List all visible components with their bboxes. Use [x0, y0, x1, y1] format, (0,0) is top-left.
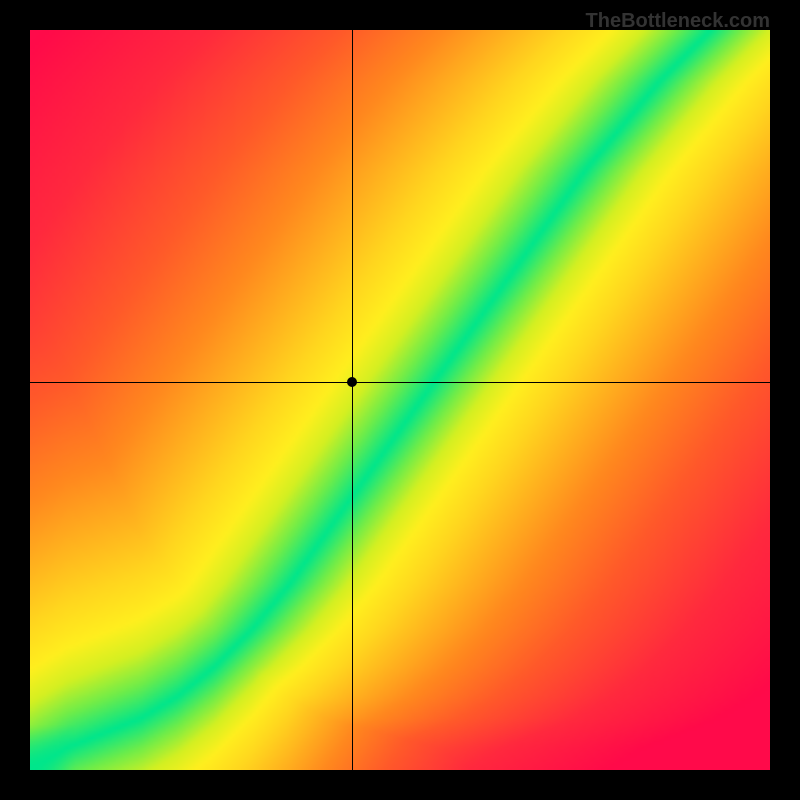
heatmap-canvas [30, 30, 770, 770]
crosshair-marker [347, 377, 357, 387]
heatmap-plot [30, 30, 770, 770]
crosshair-vertical [352, 30, 353, 770]
watermark-text: TheBottleneck.com [586, 10, 770, 33]
crosshair-horizontal [30, 382, 770, 383]
